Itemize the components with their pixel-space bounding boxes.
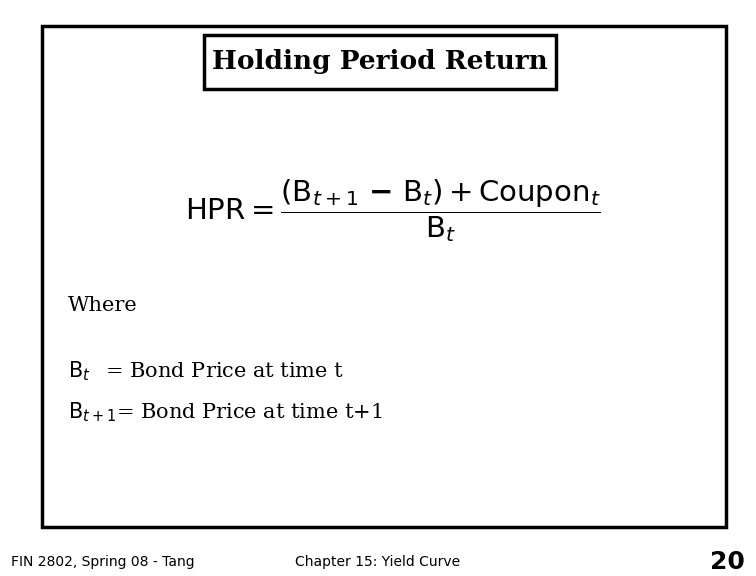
Bar	[42, 26, 726, 527]
Text: Where: Where	[68, 296, 138, 314]
Text: 20: 20	[710, 550, 745, 574]
Text: $\mathrm{HPR} = \dfrac{(\mathrm{B}_{t+1}\ \mathbf{-}\ \mathrm{B}_t) + \mathrm{Co: $\mathrm{HPR} = \dfrac{(\mathrm{B}_{t+1}…	[185, 177, 601, 244]
Bar	[204, 35, 556, 89]
Text: Holding Period Return: Holding Period Return	[212, 50, 548, 74]
Text: $\mathrm{B}_{t+1}$= Bond Price at time t+1: $\mathrm{B}_{t+1}$= Bond Price at time t…	[68, 400, 383, 423]
Text: $\mathrm{B}_t\,$  = Bond Price at time t: $\mathrm{B}_t\,$ = Bond Price at time t	[68, 360, 344, 383]
Text: FIN 2802, Spring 08 - Tang: FIN 2802, Spring 08 - Tang	[11, 555, 195, 569]
Text: Chapter 15: Yield Curve: Chapter 15: Yield Curve	[296, 555, 460, 569]
